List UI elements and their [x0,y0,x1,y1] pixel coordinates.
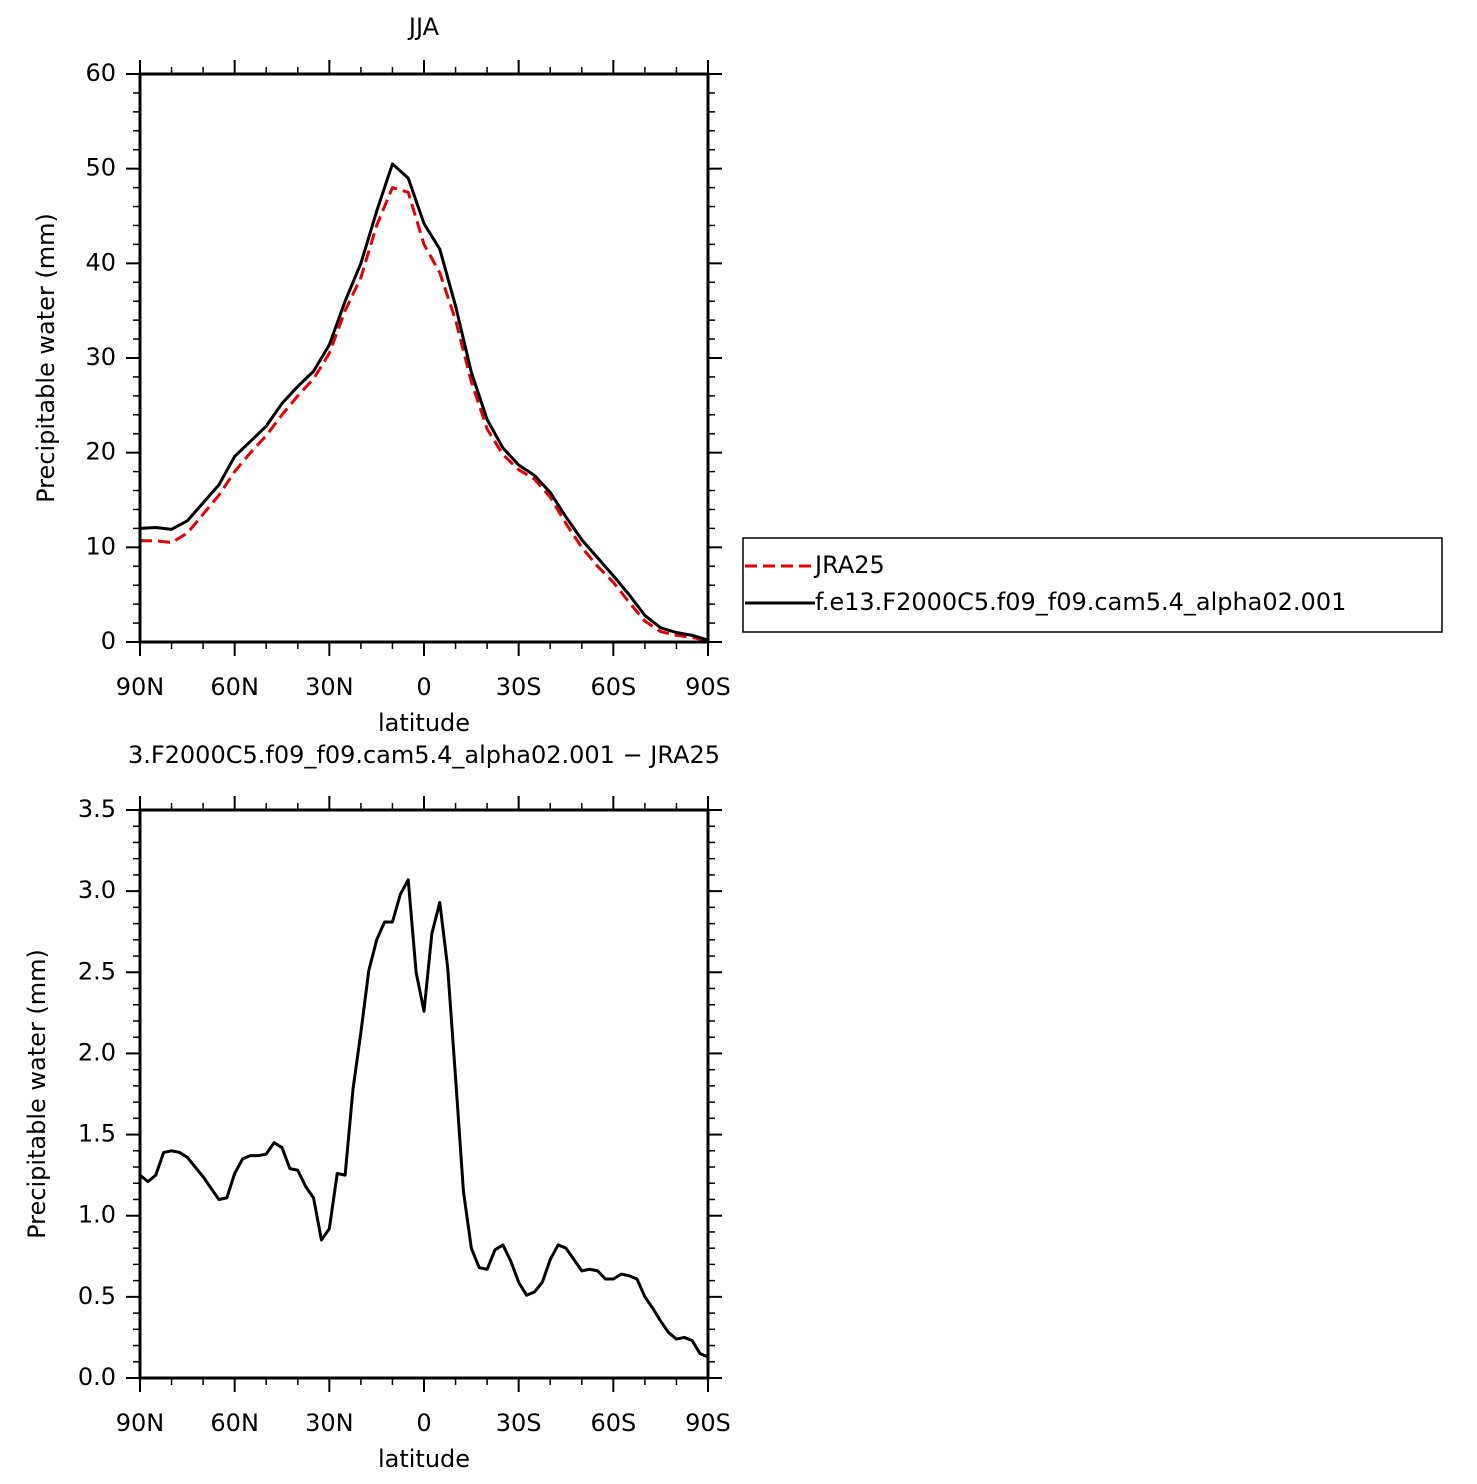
y-tick-label: 40 [85,248,116,276]
y-tick-label: 30 [85,343,116,371]
y-tick-label: 0.0 [78,1363,116,1391]
x-tick-label: 0 [416,1409,431,1437]
x-axis-label: latitude [378,1445,470,1473]
data-line [140,186,709,643]
x-tick-label: 30N [305,673,354,701]
y-axis-label: Precipitable water (mm) [23,949,51,1239]
y-axis-label: Precipitable water (mm) [32,213,60,503]
y-tick-label: 0.5 [78,1282,116,1310]
x-tick-label: 30S [496,673,542,701]
plot-frame [138,72,710,644]
x-tick-label: 30N [305,1409,354,1437]
plot-frame [138,808,710,1380]
chart-title: 3.F2000C5.f09_f09.cam5.4_alpha02.001 − J… [128,741,720,769]
x-tick-label: 60N [210,673,259,701]
y-tick-label: 3.0 [78,876,116,904]
x-tick-label: 90N [116,1409,165,1437]
y-tick-label: 20 [85,438,116,466]
y-tick-label: 2.0 [78,1038,116,1066]
x-tick-label: 90S [685,1409,731,1437]
x-tick-label: 30S [496,1409,542,1437]
legend-label: f.e13.F2000C5.f09_f09.cam5.4_alpha02.001 [815,588,1346,616]
y-tick-label: 50 [85,154,116,182]
x-tick-label: 90N [116,673,165,701]
x-tick-label: 90S [685,673,731,701]
data-line [139,878,709,1359]
y-tick-label: 2.5 [78,957,116,985]
y-tick-label: 1.5 [78,1120,116,1148]
x-tick-label: 60S [590,1409,636,1437]
x-tick-label: 60S [590,673,636,701]
y-tick-label: 10 [85,532,116,560]
y-tick-label: 0 [101,627,116,655]
y-tick-label: 3.5 [78,795,116,823]
legend-box [742,537,1443,633]
x-axis-label: latitude [378,709,470,737]
x-tick-label: 0 [416,673,431,701]
data-line [139,162,709,642]
x-tick-label: 60N [210,1409,259,1437]
y-tick-label: 1.0 [78,1201,116,1229]
chart-title: JJA [407,13,440,41]
legend-label: JRA25 [813,551,885,579]
y-tick-label: 60 [85,59,116,87]
